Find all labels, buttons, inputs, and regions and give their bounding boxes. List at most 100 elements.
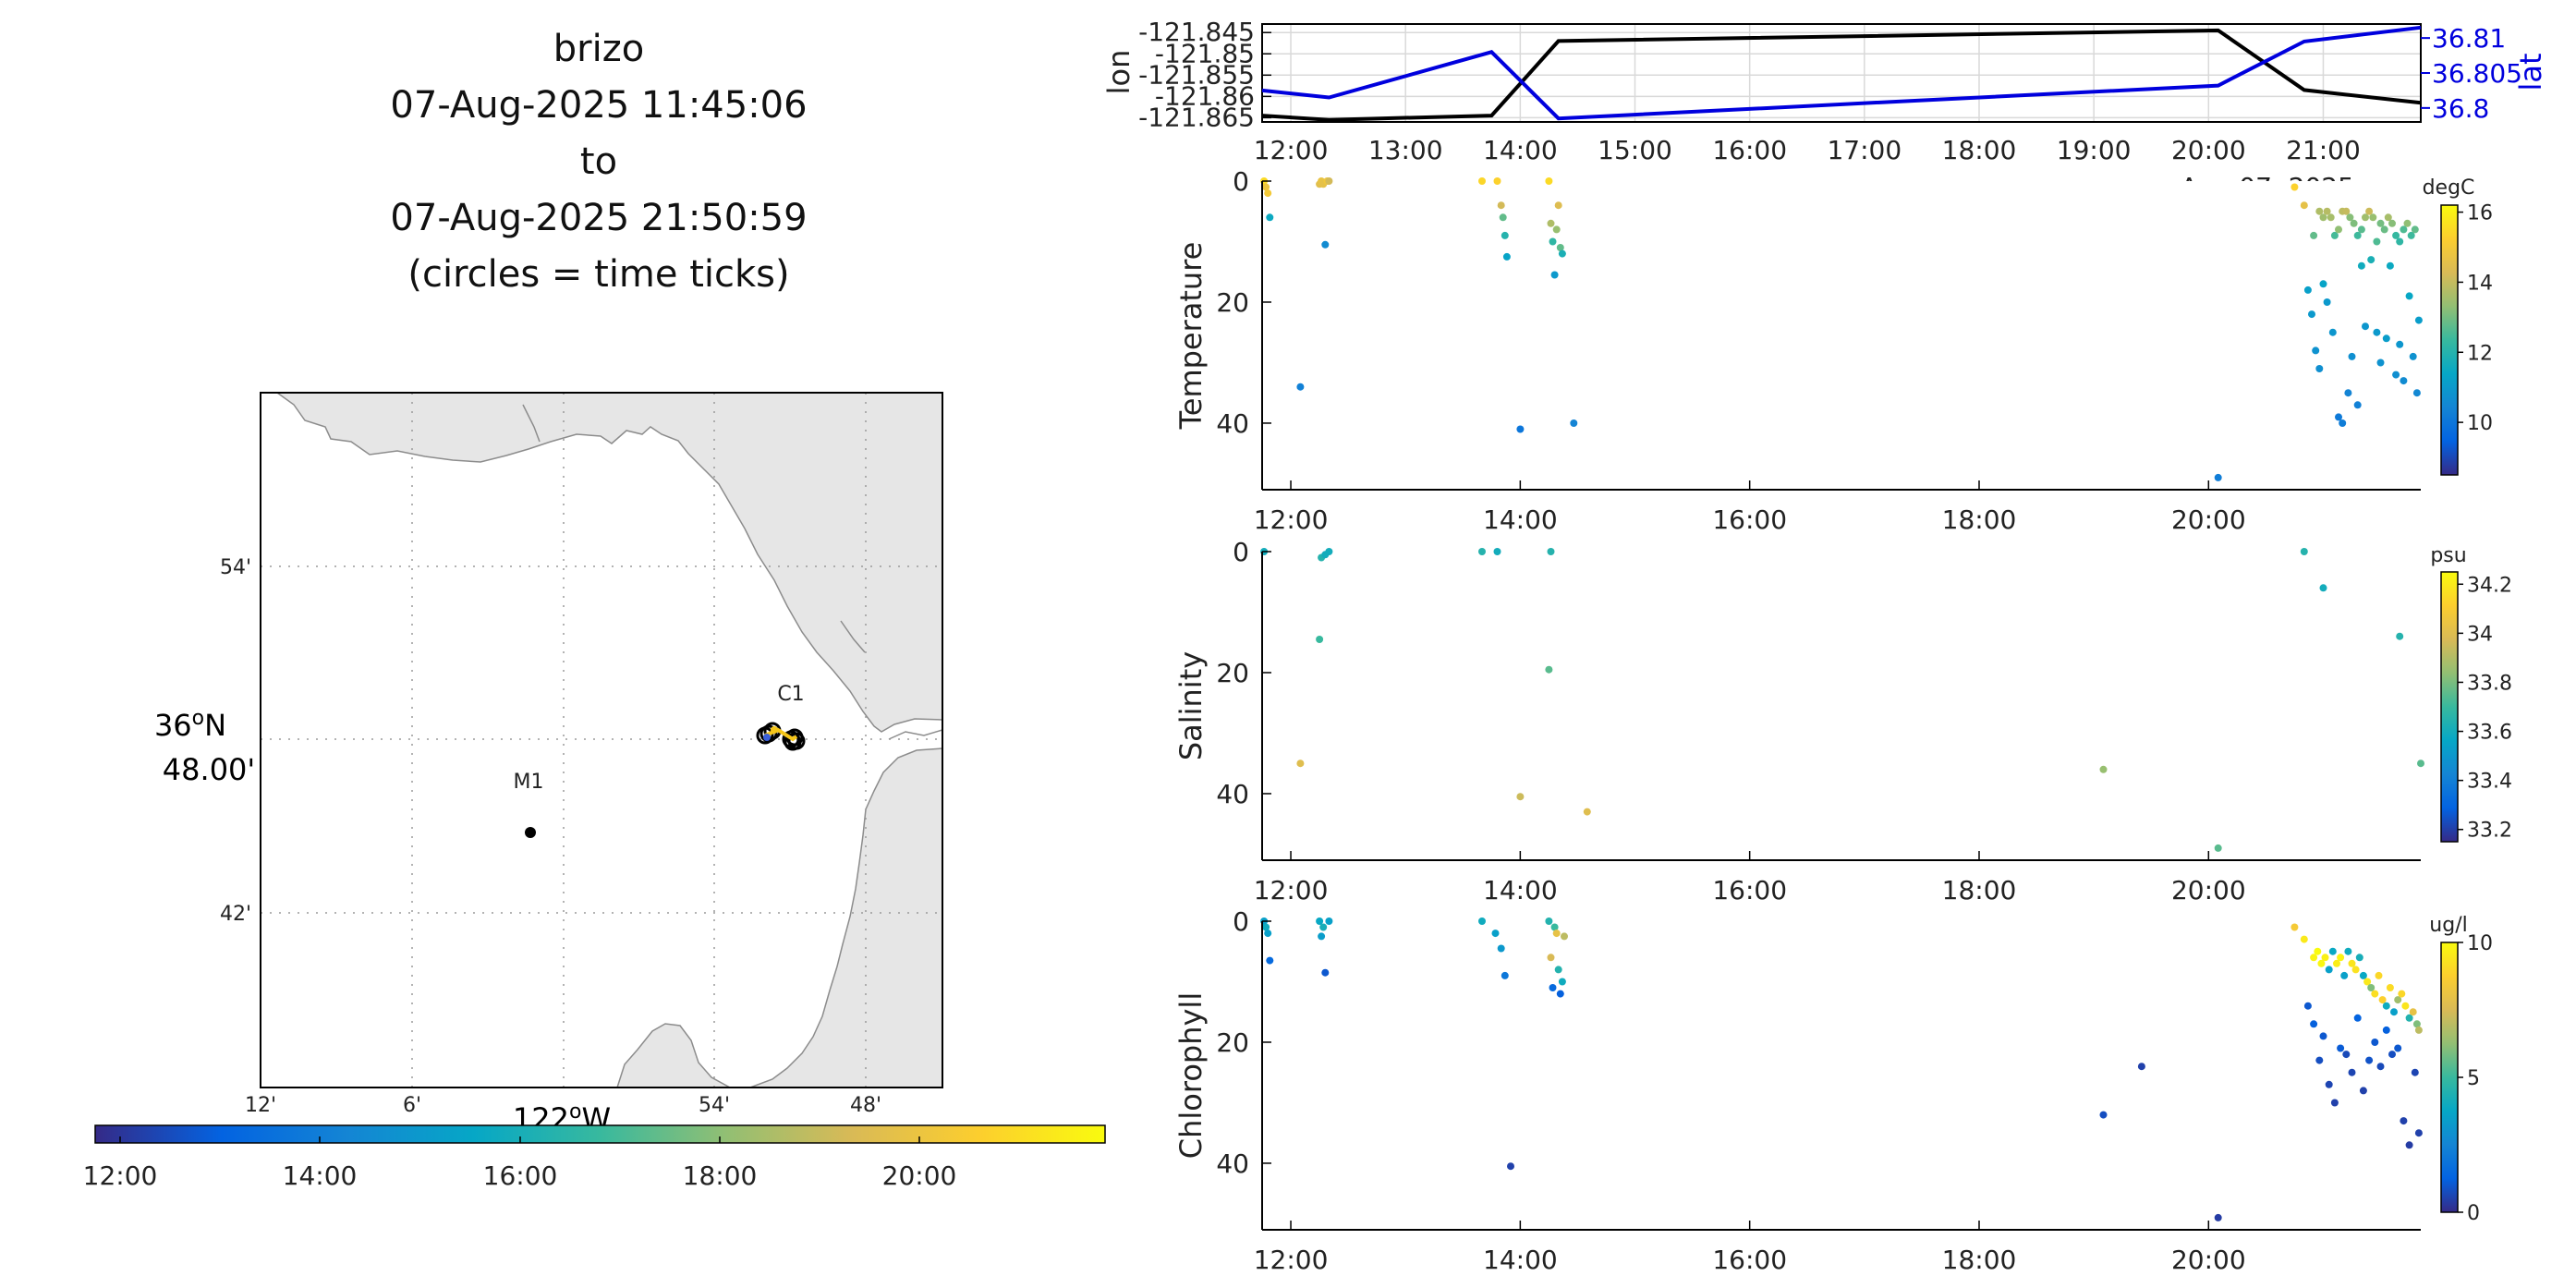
chlorophyll-point xyxy=(1550,923,1559,931)
chlorophyll-point xyxy=(2353,1014,2362,1022)
position-grid xyxy=(1262,24,2421,122)
chlorophyll-point xyxy=(2325,966,2333,974)
map-lon-tick-54: 54' xyxy=(699,1094,730,1117)
salinity-point xyxy=(2099,765,2108,773)
temperature-point xyxy=(2348,352,2356,360)
chlorophyll-point xyxy=(1556,990,1564,998)
salinity-colorbar-ticks: 34.2 34 33.8 33.6 33.4 33.2 xyxy=(2458,574,2512,843)
chlorophyll-point xyxy=(2382,1002,2390,1010)
temperature-point xyxy=(2396,340,2404,348)
temperature-point xyxy=(1325,177,1333,185)
time-colorbar-gradient xyxy=(94,1124,1106,1144)
position-y-tick-label: -121.86 xyxy=(1155,80,1255,111)
temperature-point xyxy=(2353,401,2362,409)
temperature-point xyxy=(2414,316,2423,324)
chlorophyll-point xyxy=(2400,1117,2408,1125)
map-lon-tick-6: 6' xyxy=(403,1094,421,1117)
temperature-point xyxy=(2365,207,2374,215)
temperature-colorbar-unit: degC xyxy=(2423,176,2475,200)
position-x-tick-label: 18:00 xyxy=(1942,135,2017,165)
temperature-point xyxy=(2310,231,2318,239)
station-label-m1: M1 xyxy=(514,771,544,794)
chlorophyll-colorbar-tick-label: 10 xyxy=(2467,932,2493,955)
position-y-tick-label: -121.855 xyxy=(1138,59,1255,90)
temperature-point xyxy=(1478,177,1486,185)
temperature-point xyxy=(2412,389,2421,397)
chlorophyll-point xyxy=(1491,930,1500,938)
chlorophyll-point xyxy=(1552,930,1561,938)
temperature-point xyxy=(1493,177,1501,185)
chlorophyll-y-tick-label: 0 xyxy=(1233,906,1249,937)
salinity-colorbar-tick-label: 33.2 xyxy=(2467,820,2512,843)
chlorophyll-point xyxy=(1507,1162,1514,1171)
time-colorbar-tick-1800: 18:00 xyxy=(683,1160,758,1191)
temperature-x-tick-label: 20:00 xyxy=(2171,504,2246,535)
position-time-ticks: 12:00 13:00 14:00 15:00 16:00 17:00 18:00 19:00… xyxy=(1254,135,2361,165)
chlorophyll-point xyxy=(1561,932,1568,941)
temperature-point xyxy=(2384,213,2392,222)
chlorophyll-panel: 0 20 40 12:00 14:00 16:00 18:00 20:00 Chlorophy… xyxy=(1173,906,2493,1275)
chlorophyll-point xyxy=(2359,971,2367,979)
temperature-point xyxy=(2362,322,2369,331)
position-y-tick-label: -121.845 xyxy=(1138,17,1255,47)
salinity-colorbar-tick-label: 34.2 xyxy=(2467,574,2512,597)
temperature-point xyxy=(1321,240,1330,249)
salinity-point xyxy=(1296,759,1305,768)
chlorophyll-point xyxy=(2351,966,2360,974)
temperature-point xyxy=(2400,225,2408,234)
temperature-point xyxy=(2396,237,2404,246)
temperature-point xyxy=(2373,237,2381,246)
chlorophyll-point xyxy=(1316,917,1324,925)
chlorophyll-point xyxy=(2333,959,2340,967)
temperature-colorbar-tick-label: 14 xyxy=(2467,272,2493,295)
chlorophyll-point xyxy=(2099,1111,2108,1119)
chlorophyll-point xyxy=(2386,984,2394,991)
temperature-point xyxy=(2357,261,2365,270)
chlorophyll-point xyxy=(2398,990,2406,998)
chlorophyll-point xyxy=(1325,917,1333,925)
time-colorbar-tick-2000: 20:00 xyxy=(882,1160,957,1191)
chlorophyll-point xyxy=(2390,1008,2398,1016)
temperature-point xyxy=(2382,334,2390,343)
temperature-plot-area xyxy=(1262,181,2421,490)
salinity-point xyxy=(1478,548,1486,555)
position-panel: -121.845-121.85-121.855-121.86-121.865 3… xyxy=(1101,17,2548,202)
temperature-point xyxy=(2388,219,2396,227)
salinity-point xyxy=(2417,759,2424,768)
chlorophyll-point xyxy=(2330,1099,2339,1107)
chlorophyll-point xyxy=(2409,1008,2417,1016)
temperature-point xyxy=(1552,225,1561,234)
temperature-point xyxy=(1516,425,1525,433)
chlorophyll-point xyxy=(2411,1068,2419,1076)
station-label-c1: C1 xyxy=(777,683,804,706)
position-x-tick-label: 15:00 xyxy=(1598,135,1672,165)
temperature-point xyxy=(1499,213,1507,222)
title-line-1: brizo xyxy=(553,28,644,70)
salinity-x-tick-label: 16:00 xyxy=(1712,875,1787,905)
temperature-point xyxy=(1550,271,1559,279)
position-x-tick-label: 14:00 xyxy=(1483,135,1558,165)
temperature-point xyxy=(1570,419,1578,427)
temperature-x-tick-label: 14:00 xyxy=(1483,504,1558,535)
river-salinas xyxy=(888,729,942,740)
position-series xyxy=(1261,25,2422,122)
chlorophyll-point xyxy=(2344,947,2352,955)
title-line-4: 07-Aug-2025 21:50:59 xyxy=(390,197,807,239)
slough-elkhorn xyxy=(840,620,866,653)
salinity-axes: 0 20 40 12:00 14:00 16:00 18:00 20:00 xyxy=(1216,537,2421,905)
chlorophyll-point xyxy=(2405,1014,2413,1022)
temperature-point xyxy=(2335,413,2342,421)
temperature-point xyxy=(2339,419,2347,427)
position-x-tick-label: 21:00 xyxy=(2286,135,2361,165)
temperature-point xyxy=(2380,225,2388,234)
salinity-colorbar-tick-label: 33.4 xyxy=(2467,771,2512,794)
temperature-point xyxy=(2290,183,2299,191)
chlorophyll-point xyxy=(2319,1032,2327,1040)
chlorophyll-x-tick-label: 18:00 xyxy=(1942,1245,2017,1275)
temperature-point xyxy=(2392,231,2400,239)
chlorophyll-x-tick-label: 20:00 xyxy=(2171,1245,2246,1275)
chlorophyll-point xyxy=(2405,1141,2413,1149)
temperature-point xyxy=(1558,249,1566,258)
position-ylabel-lat: lat xyxy=(2513,53,2548,91)
